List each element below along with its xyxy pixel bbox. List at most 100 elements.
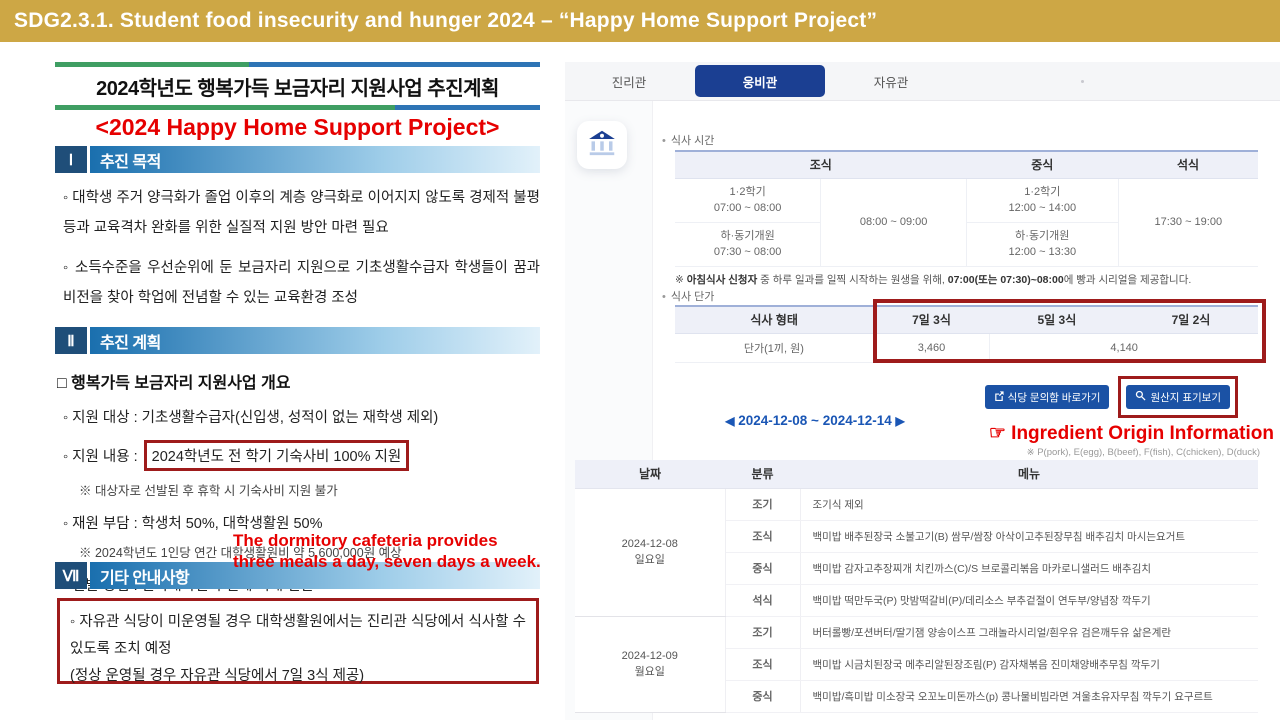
slide-title: SDG2.3.1. Student food insecurity and hu… (14, 9, 878, 32)
menu-text: 버터롤빵/포션버터/딸기잼 양송이스프 그래놀라시리얼/흰우유 검은깨두유 삶은… (800, 615, 1258, 649)
section-2-title: 추진 계획 (90, 327, 540, 354)
lunch-vacation-cell: 하·동기개원 12:00 ~ 13:30 (966, 222, 1119, 267)
price-header-row: 식사 형태 7일 3식 5일 3식 7일 2식 (675, 305, 1258, 334)
section-7-title: 기타 안내사항 (90, 562, 540, 589)
menu-row: 조식 백미밥 배추된장국 소불고기(B) 쌈무/쌈장 아삭이고추된장무침 배추김… (575, 520, 1258, 553)
section-1-header: Ⅰ 추진 목적 (55, 146, 540, 173)
notice-line-1: ◦ 자유관 식당이 미운영될 경우 대학생활원에서는 진리관 식당에서 식사할 … (70, 614, 526, 657)
meal-time-header-row: 조식 중식 석식 (675, 150, 1258, 179)
rule-blue (249, 62, 540, 67)
meal-time-row-1: 1·2학기 07:00 ~ 08:00 08:00 ~ 09:00 1·2학기 12… (675, 178, 1258, 267)
funding-line: ◦ 재원 부담 : 학생처 50%, 대학생활원 50% (63, 516, 323, 532)
section-7-numeral: Ⅶ (55, 562, 87, 589)
support-content-line: ◦ 지원 내용 : 2024학년도 전 학기 기숙사비 100% 지원 (55, 440, 540, 471)
policy-document: 2024학년도 행복가득 보금자리 지원사업 추진계획 <2024 Happy … (55, 62, 541, 712)
section-1-numeral: Ⅰ (55, 146, 87, 173)
cafeteria-panel: 진리관 웅비관 자유관 (565, 62, 1280, 720)
menu-row: 2024-12-09 월요일 조기 버터롤빵/포션버터/딸기잼 양송이스프 그래놀… (575, 615, 1258, 713)
rule-blue (394, 105, 540, 110)
menu-row: 석식 백미밥 떡만두국(P) 맛밤떡갈비(P)/데리소스 부추겉절이 연두부/양… (575, 584, 1258, 617)
section-1-title: 추진 목적 (90, 146, 540, 173)
meal-time-table: 조식 중식 석식 1·2학기 07:00 ~ 08:00 08:00 ~ 09:0… (675, 150, 1258, 267)
tab-woongbigwan[interactable]: 웅비관 (695, 65, 825, 97)
price-5d3m-7d2m: 4,140 (989, 333, 1258, 363)
dinner-time-cell: 17:30 ~ 19:00 (1117, 178, 1258, 267)
tab-jinrigwan[interactable]: 진리관 (611, 75, 647, 90)
support-target-line: ◦ 지원 대상 : 기초생활수급자(신입생, 성적이 없는 재학생 제외) (63, 410, 439, 426)
action-button-row: 식당 문의함 바로가기 원산지 표기보기 (984, 376, 1238, 418)
header-category: 분류 (725, 460, 800, 489)
week-navigator: ◀ 2024-12-08 ~ 2024-12-14 ▶ (660, 413, 970, 428)
category-early: 조기 (725, 487, 801, 521)
menu-row: 조식 백미밥 시금치된장국 메추리알된장조림(P) 감자채볶음 진미채양배추무침… (575, 648, 1258, 681)
inquiry-button[interactable]: 식당 문의함 바로가기 (984, 385, 1110, 409)
breakfast-vacation-cell: 하·동기개원 07:30 ~ 08:00 (675, 222, 821, 267)
annotation-notice-box: ◦ 자유관 식당이 미운영될 경우 대학생활원에서는 진리관 식당에서 식사할 … (57, 598, 539, 684)
support-content-label: ◦ 지원 내용 : (63, 449, 138, 465)
building-tab-bar: 진리관 웅비관 자유관 (565, 62, 1280, 100)
section-7-header-wrap: Ⅶ 기타 안내사항 (55, 560, 540, 591)
menu-row: 2024-12-08 일요일 조기 조기식 제외 (575, 487, 1258, 617)
support-note-1: ※ 대상자로 선발된 후 휴학 시 기숙사비 지원 불가 (79, 484, 338, 498)
title-rule-bottom (55, 105, 540, 110)
tab-divider (565, 100, 1280, 101)
price-value-row: 단가(1끼, 원) 3,460 4,140 (675, 333, 1258, 363)
section-2-numeral: Ⅱ (55, 327, 87, 354)
menu-text: 백미밥 감자고추장찌개 치킨까스(C)/S 브로콜리볶음 마카로니샐러드 배추김… (800, 552, 1258, 585)
menu-text: 백미밥/흑미밥 미소장국 오꼬노미돈까스(p) 콩나물비빔라면 겨울초유자무침 … (800, 680, 1258, 713)
category-dinner: 석식 (725, 584, 801, 617)
header-5d-3m: 5일 3식 (989, 305, 1124, 334)
header-7d-3m: 7일 3식 (873, 305, 990, 334)
header-menu: 메뉴 (800, 460, 1258, 489)
breakfast-note: ※ 아침식사 신청자 중 하루 일과를 일찍 시작하는 원생을 위해, 07:0… (675, 274, 1192, 286)
menu-text: 백미밥 배추된장국 소불고기(B) 쌈무/쌈장 아삭이고추된장무침 배추김치 마… (800, 520, 1258, 553)
header-dinner: 석식 (1118, 150, 1258, 179)
slide-header: SDG2.3.1. Student food insecurity and hu… (0, 0, 1280, 42)
external-link-icon (994, 390, 1004, 404)
header-lunch: 중식 (966, 150, 1119, 179)
annotation-origin-button-box: 원산지 표기보기 (1118, 376, 1238, 418)
prev-week-arrow[interactable]: ◀ (725, 414, 735, 428)
meal-time-label: • 식사 시간 (662, 135, 715, 147)
magnifier-icon (1135, 390, 1146, 404)
category-breakfast: 조식 (725, 520, 801, 553)
header-7d-2m: 7일 2식 (1123, 305, 1258, 334)
weekly-menu-table: 날짜 분류 메뉴 2024-12-08 일요일 조기 조기식 제외 조식 백미밥 … (575, 460, 1258, 713)
meal-time-row-2: 하·동기개원 07:30 ~ 08:00 하·동기개원 12:00 ~ 13:30 (675, 222, 1258, 267)
header-breakfast: 조식 (675, 150, 967, 179)
header-date: 날짜 (575, 460, 725, 489)
annotation-origin-text: ☞ Ingredient Origin Information (988, 423, 1274, 444)
menu-text: 백미밥 떡만두국(P) 맛밤떡갈비(P)/데리소스 부추겉절이 연두부/양념장 … (800, 584, 1258, 617)
purpose-paragraph-2: ◦ 소득수준을 우선순위에 둔 보금자리 지원으로 기초생활수급자 학생들이 꿈… (63, 260, 540, 306)
week-range-label: 2024-12-08 ~ 2024-12-14 (738, 413, 892, 428)
section-2-header: Ⅱ 추진 계획 (55, 327, 540, 354)
origin-legend-note: ※ P(pork), E(egg), B(beef), F(fish), C(c… (1026, 447, 1260, 458)
bullet-dot: • (662, 135, 666, 147)
notice-line-2: (정상 운영될 경우 자유관 식당에서 7일 3식 제공) (70, 668, 365, 684)
meal-price-label: • 식사 단가 (662, 291, 715, 303)
tab-bar-dot (1081, 79, 1084, 83)
annotation-english-title: <2024 Happy Home Support Project> (95, 114, 500, 140)
rule-green (55, 62, 249, 67)
breakfast-extra-cell: 08:00 ~ 09:00 (820, 178, 967, 267)
category-breakfast: 조식 (725, 648, 801, 681)
menu-row: 중식 백미밥 감자고추장찌개 치킨까스(C)/S 브로콜리볶음 마카로니샐러드 … (575, 552, 1258, 585)
price-row-label: 단가(1끼, 원) (675, 333, 874, 363)
building-icon-card (577, 121, 627, 169)
category-lunch: 중식 (725, 680, 801, 713)
category-lunch: 중식 (725, 552, 801, 585)
support-content-highlight-box: 2024학년도 전 학기 기숙사비 100% 지원 (143, 440, 410, 471)
next-week-arrow[interactable]: ▶ (895, 414, 905, 428)
menu-header-row: 날짜 분류 메뉴 (575, 460, 1258, 489)
price-7d-3m: 3,460 (872, 333, 990, 363)
breakfast-semester-cell: 1·2학기 07:00 ~ 08:00 (675, 178, 821, 223)
rule-green (55, 105, 395, 110)
menu-text: 백미밥 시금치된장국 메추리알된장조림(P) 감자채볶음 진미채양배추무침 깍두… (800, 648, 1258, 681)
origin-button[interactable]: 원산지 표기보기 (1126, 385, 1230, 409)
overview-heading: □ 행복가득 보금자리 지원사업 개요 (57, 375, 291, 392)
date-cell-monday: 2024-12-09 월요일 (575, 615, 726, 713)
tab-jayugwan[interactable]: 자유관 (873, 75, 909, 90)
annotation-meals-text: The dormitory cafeteria provides three m… (233, 531, 541, 571)
title-rule-top (55, 62, 540, 67)
